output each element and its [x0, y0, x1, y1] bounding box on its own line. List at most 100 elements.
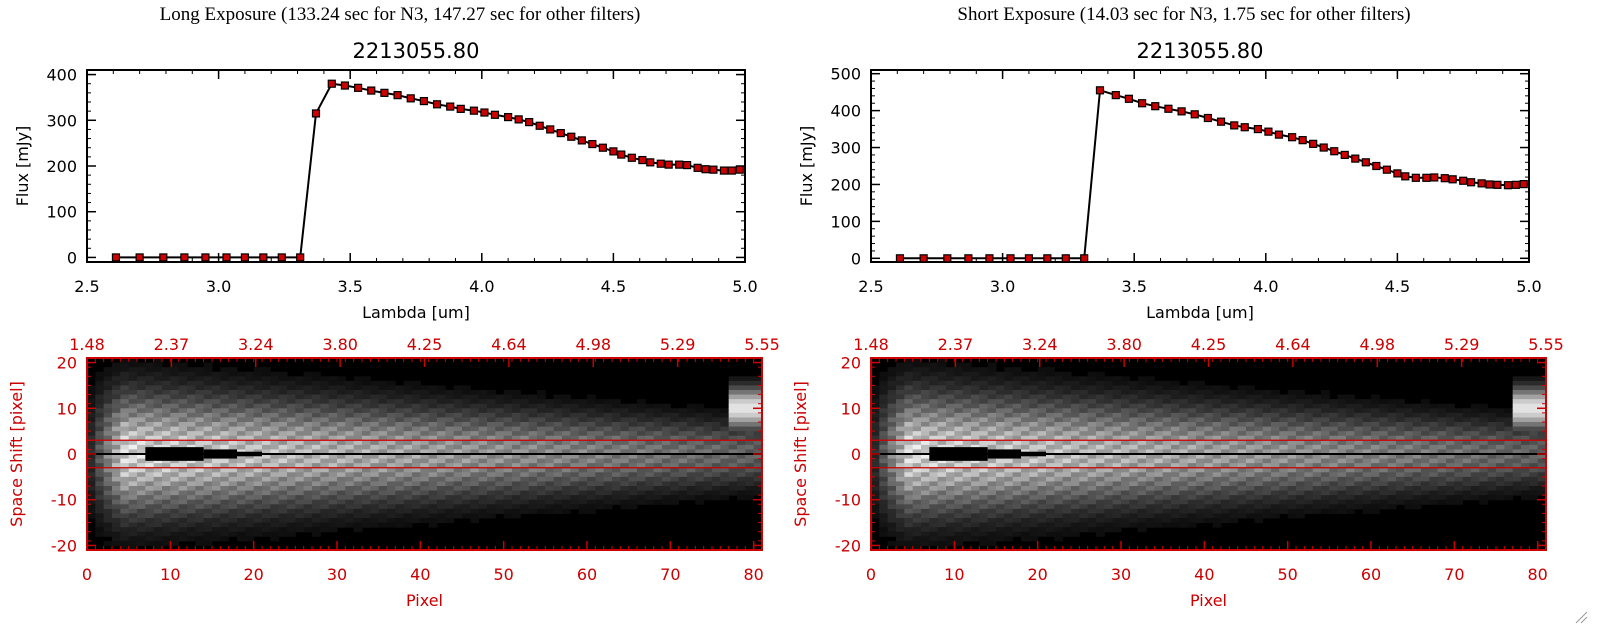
image-pixel — [896, 417, 905, 423]
image-pixel — [662, 440, 671, 446]
image-pixel — [178, 371, 188, 377]
image-pixel — [1229, 399, 1239, 405]
image-pixel — [879, 463, 889, 469]
image-pixel — [495, 476, 505, 482]
image-pixel — [570, 472, 580, 478]
image-pixel — [1179, 394, 1189, 400]
image-pixel — [428, 467, 438, 473]
image-pixel — [337, 513, 346, 519]
image-pixel — [262, 440, 271, 446]
image-pixel — [946, 518, 955, 524]
image-pixel — [137, 463, 146, 469]
image-pixel — [896, 403, 905, 409]
image-pixel — [445, 504, 455, 510]
image-pixel — [312, 422, 321, 428]
image-pixel — [303, 467, 313, 473]
x-axis-label: Lambda [um] — [1146, 303, 1254, 322]
image-pixel — [670, 458, 680, 464]
image-pixel — [328, 417, 338, 423]
image-pixel — [1029, 458, 1039, 464]
image-pixel — [337, 390, 346, 396]
image-pixel — [1112, 527, 1122, 533]
top-axis-label: 5.55 — [744, 335, 780, 354]
image-pixel — [954, 513, 964, 519]
image-pixel — [703, 435, 713, 441]
image-pixel — [1137, 495, 1147, 501]
image-pixel — [170, 435, 180, 441]
image-pixel — [537, 458, 546, 464]
image-pixel — [270, 467, 280, 473]
image-pixel — [1087, 508, 1097, 514]
image-pixel — [170, 476, 180, 482]
image-pixel — [578, 444, 588, 450]
image-pixel — [170, 527, 180, 533]
image-pixel — [1129, 426, 1139, 432]
image-pixel — [954, 376, 964, 382]
image-pixel — [1196, 408, 1205, 414]
image-pixel — [453, 486, 463, 492]
image-pixel — [879, 490, 889, 496]
image-pixel — [678, 481, 688, 487]
image-pixel — [520, 422, 530, 428]
image-pixel — [954, 417, 964, 423]
image-pixel — [1187, 504, 1197, 510]
top-axis-label: 3.24 — [238, 335, 274, 354]
image-pixel — [912, 508, 922, 514]
image-pixel — [1012, 513, 1022, 519]
image-pixel — [328, 403, 338, 409]
x-axis-label: Pixel — [406, 591, 443, 610]
image-pixel — [487, 444, 496, 450]
image-pixel — [253, 444, 263, 450]
image-pixel — [1046, 486, 1055, 492]
image-pixel — [462, 431, 471, 437]
image-pixel — [745, 390, 755, 396]
image-pixel — [1037, 435, 1047, 441]
image-pixel — [145, 412, 155, 418]
image-pixel — [287, 476, 296, 482]
image-pixel — [1204, 481, 1214, 487]
image-pixel — [737, 440, 746, 446]
image-pixel — [162, 385, 171, 391]
image-pixel — [453, 467, 463, 473]
image-pixel — [1104, 394, 1114, 400]
data-point — [656, 159, 665, 168]
image-pixel — [545, 408, 555, 414]
image-pixel — [628, 431, 638, 437]
image-pixel — [470, 472, 480, 478]
image-pixel — [653, 408, 663, 414]
image-pixel — [1287, 467, 1297, 473]
image-pixel — [370, 472, 380, 478]
image-pixel — [478, 486, 488, 492]
image-pixel — [353, 481, 363, 487]
image-pixel — [1054, 394, 1064, 400]
image-pixel — [1146, 417, 1155, 423]
image-pixel — [1012, 518, 1022, 524]
image-pixel — [728, 376, 738, 382]
image-pixel — [904, 376, 914, 382]
image-pixel — [420, 435, 430, 441]
image-pixel — [921, 444, 930, 450]
image-pixel — [262, 458, 271, 464]
image-pixel — [1254, 454, 1264, 460]
image-pixel — [1212, 426, 1222, 432]
image-pixel — [228, 440, 238, 446]
image-pixel — [912, 417, 922, 423]
image-pixel — [1221, 458, 1230, 464]
image-pixel — [470, 431, 480, 437]
image-pixel — [303, 417, 313, 423]
image-pixel — [212, 476, 221, 482]
image-pixel — [1162, 431, 1172, 437]
image-pixel — [220, 431, 230, 437]
image-pixel — [1137, 431, 1147, 437]
image-pixel — [662, 467, 671, 473]
image-pixel — [1254, 472, 1264, 478]
image-pixel — [887, 367, 897, 373]
image-pixel — [887, 454, 897, 460]
image-pixel — [1029, 435, 1039, 441]
image-pixel — [921, 454, 930, 460]
image-pixel — [612, 435, 621, 441]
image-pixel — [187, 403, 196, 409]
image-pixel — [195, 486, 205, 492]
image-pixel — [871, 426, 880, 432]
image-pixel — [1004, 458, 1014, 464]
